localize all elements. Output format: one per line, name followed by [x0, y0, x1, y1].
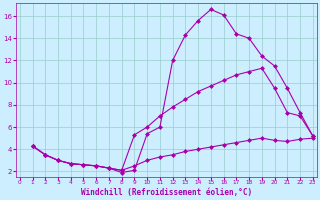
X-axis label: Windchill (Refroidissement éolien,°C): Windchill (Refroidissement éolien,°C): [81, 188, 252, 197]
